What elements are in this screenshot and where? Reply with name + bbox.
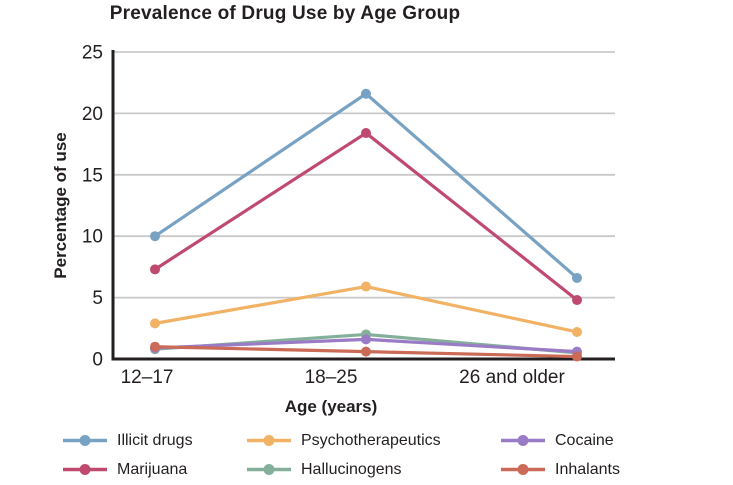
data-point-inhalants	[150, 341, 160, 352]
data-point-illicit-drugs	[572, 272, 582, 283]
legend-item-cocaine: Cocaine	[500, 432, 620, 450]
data-point-psychotherapeutics	[572, 326, 582, 337]
data-point-inhalants	[361, 346, 371, 357]
y-tick-label: 15	[82, 165, 103, 186]
legend-label: Psychotherapeutics	[301, 431, 441, 449]
legend-item-hallucinogens: Hallucinogens	[246, 461, 500, 479]
data-point-marijuana	[572, 295, 582, 306]
data-point-illicit-drugs	[150, 231, 160, 242]
legend-marker-icon	[501, 435, 545, 446]
data-point-inhalants	[572, 351, 582, 362]
x-tick-label: 18–25	[305, 367, 358, 388]
legend-item-illicit-drugs: Illicit drugs	[62, 432, 246, 450]
legend-marker-icon	[63, 435, 107, 446]
data-point-marijuana	[361, 128, 371, 139]
legend-marker-icon	[501, 464, 545, 475]
y-axis-title: Percentage of use	[51, 132, 70, 278]
legend-item-psychotherapeutics: Psychotherapeutics	[246, 432, 500, 450]
legend-label: Illicit drugs	[117, 431, 193, 449]
legend-label: Inhalants	[555, 460, 620, 478]
x-axis-title: Age (years)	[285, 397, 378, 416]
legend-label: Hallucinogens	[301, 460, 402, 478]
y-tick-label: 0	[92, 350, 103, 371]
data-point-psychotherapeutics	[361, 281, 371, 292]
data-point-cocaine	[361, 334, 371, 345]
series-line-psychotherapeutics	[153, 284, 579, 334]
data-point-psychotherapeutics	[150, 318, 160, 329]
data-point-marijuana	[150, 264, 160, 275]
y-tick-label: 20	[82, 104, 103, 125]
legend-marker-icon	[63, 464, 107, 475]
legend-label: Marijuana	[117, 460, 188, 478]
chart-title: Prevalence of Drug Use by Age Group	[109, 3, 461, 24]
legend-marker-icon	[247, 435, 291, 446]
y-tick-label: 25	[82, 43, 103, 64]
legend-item-marijuana: Marijuana	[62, 461, 246, 479]
data-point-illicit-drugs	[361, 88, 371, 99]
y-tick-label: 10	[82, 227, 103, 248]
y-tick-label: 5	[92, 288, 103, 309]
x-tick-label: 26 and older	[459, 367, 565, 388]
series-line-marijuana	[153, 131, 579, 302]
legend-marker-icon	[247, 464, 291, 475]
legend-item-inhalants: Inhalants	[500, 461, 620, 479]
x-tick-label: 12–17	[121, 367, 174, 388]
legend-label: Cocaine	[555, 431, 614, 449]
line-chart-plot-area: 0 5 10 15 20 25 12–17 18–25 26 and older Age (yea…	[51, 43, 615, 416]
chart-legend: Illicit drugs Marijuana Psychotherapeutics…	[62, 426, 620, 484]
